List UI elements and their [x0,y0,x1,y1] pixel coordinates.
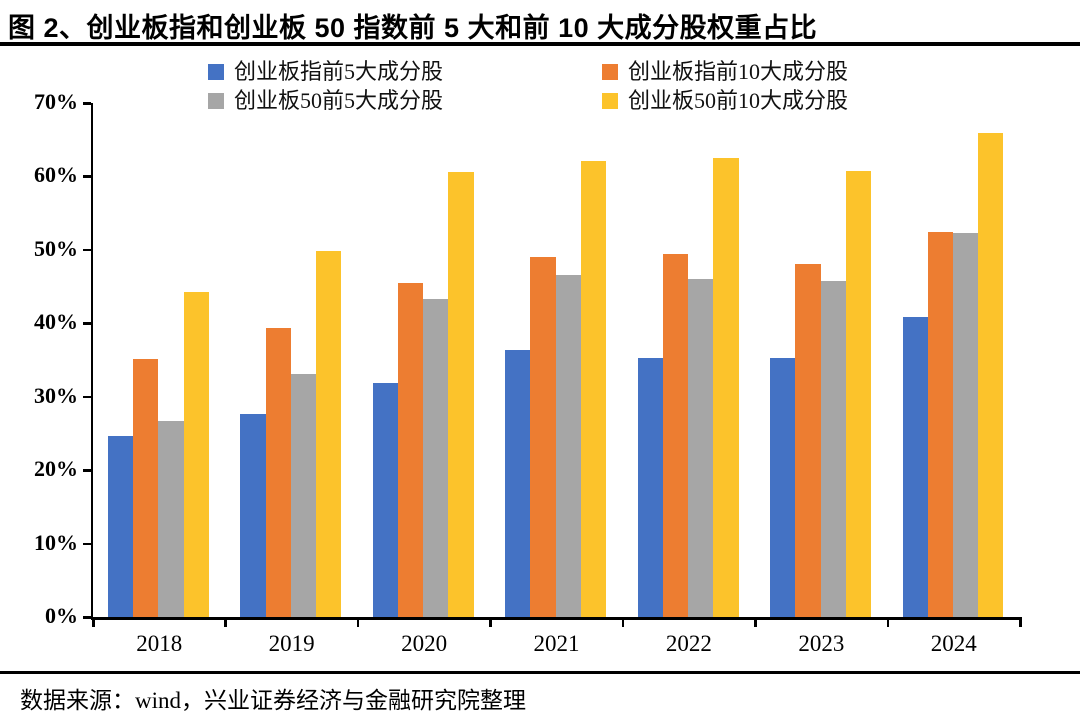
bar-2024-series1 [927,231,953,617]
legend-label-series0: 创业板指前5大成分股 [234,59,444,84]
x-axis-line [90,617,1020,620]
x-axis-label: 2020 [401,631,448,656]
bar-2019-series1 [265,328,291,617]
bar-2022-series2 [688,279,714,617]
y-tick [83,542,91,546]
bar-2024-series2 [952,232,979,617]
y-tick-label: 10% [34,529,78,555]
bar-2018-series1 [133,358,159,617]
y-tick-label: 30% [34,382,78,408]
x-group-tick [92,617,95,627]
x-group-tick [224,617,227,627]
legend-label-series1: 创业板指前10大成分股 [628,59,849,84]
bar-2020-series0 [372,383,399,617]
bar-2021-series3 [580,161,607,617]
y-tick-label: 0% [45,603,78,628]
y-tick-label: 60% [34,162,78,188]
bar-2021-series2 [555,274,581,617]
x-group-tick [1019,617,1022,627]
x-group-tick [489,617,492,627]
title-rule [0,42,1080,46]
y-tick [83,248,91,252]
bar-2020-series2 [423,299,449,617]
bar-2018-series3 [183,291,209,617]
bar-2019-series3 [316,251,342,617]
x-group-tick [754,617,757,627]
bar-2021-series0 [505,349,531,617]
bar-2020-series3 [448,172,474,617]
bar-2023-series2 [820,281,846,617]
x-group-tick [356,617,360,627]
bar-2024-series0 [902,316,928,617]
y-tick-label: 50% [34,235,78,261]
bar-2022-series1 [662,254,689,617]
bar-2023-series3 [845,171,871,617]
bar-2019-series2 [290,373,317,617]
y-tick [83,469,91,472]
x-axis-label: 2022 [665,631,712,656]
x-axis-label: 2018 [136,631,183,656]
legend-swatch-series0 [208,64,224,80]
bar-2024-series3 [978,133,1004,617]
y-tick [83,322,91,325]
legend-swatch-series1 [602,64,618,80]
bar-2019-series0 [240,414,266,617]
legend-swatch-series2 [208,93,224,109]
y-tick [83,102,91,105]
figure-title: 图 2、创业板指和创业板 50 指数前 5 大和前 10 大成分股权重占比 [8,13,818,43]
bar-2018-series0 [108,435,134,617]
x-group-tick [886,617,890,627]
bar-2018-series2 [158,420,184,617]
y-tick [83,616,91,619]
y-tick [83,395,91,399]
bar-2023-series0 [770,357,796,617]
y-tick-label: 40% [34,309,78,335]
bar-2021-series1 [530,257,556,617]
x-axis-label: 2023 [798,631,845,656]
x-axis-label: 2019 [268,631,315,656]
bar-2022-series0 [637,357,663,617]
y-tick-label: 70% [34,89,78,114]
legend-swatch-series3 [602,93,618,109]
bar-2023-series1 [795,263,821,617]
legend-label-series2: 创业板50前5大成分股 [234,88,444,113]
y-tick [83,175,91,178]
footer-rule [0,671,1080,674]
y-axis-line [90,103,93,620]
x-group-tick [621,617,625,627]
source-note: 数据来源：wind，兴业证券经济与金融研究院整理 [20,688,526,713]
bar-2022-series3 [713,158,739,617]
y-tick-label: 20% [34,456,78,482]
legend-label-series3: 创业板50前10大成分股 [628,88,849,113]
bar-2020-series1 [398,282,424,617]
x-axis-label: 2021 [533,631,580,656]
x-axis-label: 2024 [930,631,977,656]
